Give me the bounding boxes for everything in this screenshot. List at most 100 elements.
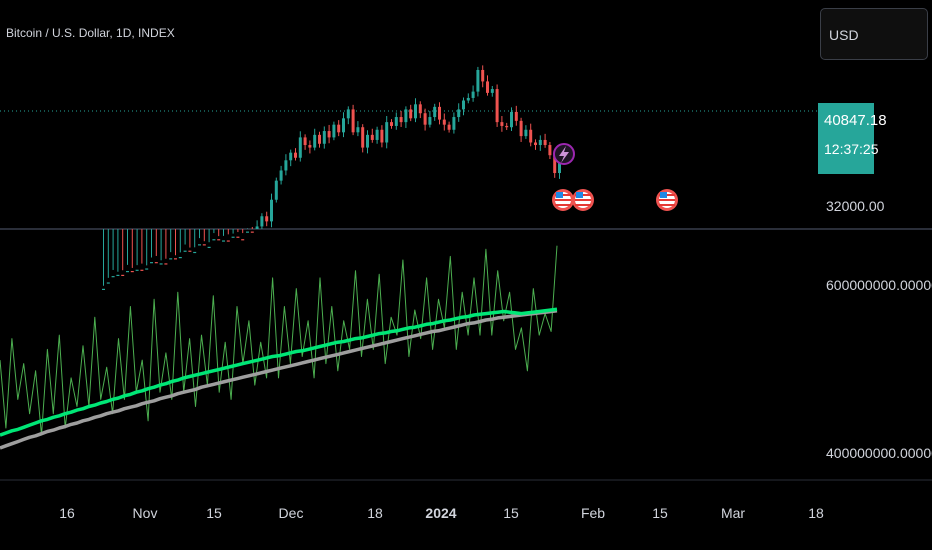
candle	[284, 160, 288, 171]
candle	[404, 109, 408, 123]
candle	[538, 139, 542, 146]
candle	[150, 262, 153, 264]
candle	[514, 111, 518, 121]
candle	[476, 69, 480, 92]
candle	[327, 131, 331, 138]
candle	[154, 262, 158, 264]
candle	[433, 106, 437, 118]
candle	[169, 258, 173, 260]
candle	[212, 239, 216, 241]
candle	[510, 111, 513, 128]
candle	[346, 109, 350, 119]
candle	[106, 282, 110, 284]
volume-ma-slow-line	[0, 309, 558, 450]
candle	[486, 81, 489, 93]
candle	[188, 250, 192, 252]
candle	[126, 270, 129, 273]
candle	[366, 134, 369, 148]
candle	[231, 236, 235, 238]
candle	[418, 104, 422, 114]
us-flag-event-marker[interactable]	[572, 189, 594, 211]
candle	[111, 276, 115, 278]
candle	[380, 129, 384, 143]
candle	[375, 129, 379, 140]
candle	[534, 142, 537, 146]
last-price-value: 40847.18	[824, 112, 887, 129]
last-price-tag: 40847.18 12:37:25	[818, 103, 887, 174]
candle	[356, 127, 360, 133]
candle	[390, 122, 393, 126]
candle	[414, 104, 417, 119]
candle	[399, 117, 403, 123]
lightning-event-marker[interactable]	[553, 143, 575, 165]
candle	[140, 269, 144, 271]
candle	[193, 251, 197, 254]
candle	[524, 129, 528, 137]
candle	[226, 240, 230, 242]
candle	[164, 263, 168, 265]
candle	[303, 137, 307, 146]
candle	[241, 239, 245, 241]
candle	[543, 139, 547, 146]
candle	[246, 231, 249, 233]
candle	[529, 129, 533, 143]
volume-indicator	[0, 245, 558, 450]
currency-label: USD	[829, 27, 859, 43]
candle	[202, 244, 206, 246]
price-axis-label: 32000.00	[826, 198, 885, 214]
candle	[198, 244, 201, 246]
symbol-title: Bitcoin / U.S. Dollar, 1D, INDEX	[6, 26, 175, 40]
candle	[548, 145, 552, 156]
candle	[428, 117, 432, 125]
candle	[385, 122, 389, 143]
time-axis-label: Nov	[132, 505, 158, 521]
candle	[294, 152, 297, 158]
time-axis-label: 15	[206, 505, 222, 521]
time-axis-label: Mar	[720, 505, 746, 521]
candle	[289, 152, 293, 161]
candle	[318, 134, 321, 144]
candle	[342, 118, 345, 133]
time-axis-label: 15	[652, 505, 668, 521]
candle	[442, 119, 446, 125]
candle	[313, 134, 317, 148]
candle	[178, 256, 182, 259]
candle	[135, 269, 139, 271]
candle	[116, 274, 120, 276]
candle	[471, 91, 475, 98]
volume-axis-label: 600000000.00000000	[826, 277, 932, 293]
candle	[447, 124, 451, 130]
candle	[279, 170, 283, 181]
candle	[351, 109, 355, 133]
candle	[500, 122, 504, 126]
candle	[361, 127, 365, 148]
candle	[462, 100, 465, 110]
candle	[370, 134, 374, 140]
time-axis-label: 18	[808, 505, 824, 521]
candle	[452, 117, 456, 130]
candle	[394, 117, 398, 126]
candle	[265, 216, 269, 222]
bar-countdown: 12:37:25	[824, 141, 879, 157]
candle	[409, 109, 413, 119]
candle	[130, 270, 134, 273]
candle	[438, 106, 441, 120]
candle	[270, 199, 273, 222]
lightning-icon	[559, 146, 569, 163]
candle	[308, 145, 312, 148]
time-axis-label: Dec	[278, 505, 304, 521]
candle	[217, 239, 221, 241]
us-flag-event-marker[interactable]	[656, 189, 678, 211]
candle	[145, 268, 149, 270]
candle	[495, 89, 499, 123]
candle	[457, 109, 461, 118]
candle	[423, 113, 427, 125]
volume-line	[0, 245, 558, 436]
currency-selector[interactable]: USD	[820, 8, 928, 60]
candle	[159, 263, 163, 265]
candle	[558, 160, 561, 174]
time-axis-label: Feb	[580, 505, 606, 521]
us-flag-event-marker[interactable]	[552, 189, 574, 211]
candle	[332, 124, 336, 138]
